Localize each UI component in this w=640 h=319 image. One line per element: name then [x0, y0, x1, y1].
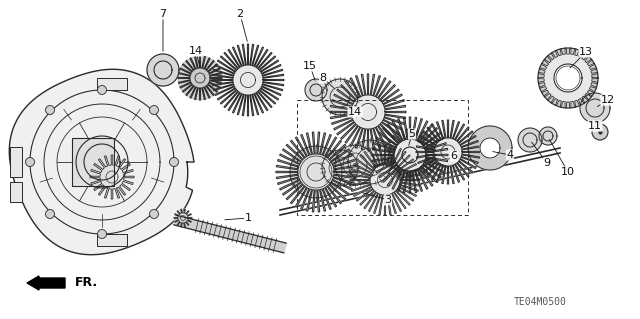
Polygon shape [518, 128, 542, 152]
Polygon shape [174, 215, 286, 253]
Polygon shape [178, 56, 222, 100]
Polygon shape [384, 129, 436, 181]
Text: TE04M0500: TE04M0500 [513, 297, 566, 307]
Polygon shape [348, 140, 392, 184]
Polygon shape [539, 127, 557, 145]
Polygon shape [322, 79, 358, 115]
Polygon shape [580, 93, 610, 123]
Text: 9: 9 [543, 158, 550, 168]
Text: 11: 11 [588, 121, 602, 131]
Text: 10: 10 [561, 167, 575, 177]
Circle shape [592, 124, 608, 140]
Text: 5: 5 [408, 129, 415, 139]
Bar [72, 138, 114, 186]
Polygon shape [335, 145, 375, 185]
Polygon shape [90, 155, 134, 199]
Polygon shape [290, 146, 342, 198]
Polygon shape [276, 132, 356, 212]
Text: 12: 12 [601, 95, 615, 105]
Polygon shape [10, 69, 194, 255]
Polygon shape [416, 120, 480, 184]
Polygon shape [305, 79, 327, 101]
Polygon shape [322, 150, 358, 186]
Polygon shape [538, 48, 598, 108]
Text: 15: 15 [303, 61, 317, 71]
Text: 13: 13 [579, 47, 593, 57]
Circle shape [97, 229, 106, 239]
Text: 3: 3 [385, 195, 392, 205]
Polygon shape [174, 209, 192, 227]
Bar [10, 182, 22, 202]
Polygon shape [147, 54, 179, 86]
Polygon shape [212, 44, 284, 116]
Polygon shape [372, 117, 448, 193]
Polygon shape [538, 48, 598, 108]
Bar [10, 147, 22, 177]
Circle shape [45, 106, 54, 115]
Bar [97, 234, 127, 246]
Polygon shape [350, 145, 420, 215]
Bar [97, 78, 127, 90]
Polygon shape [330, 74, 406, 150]
Text: 4: 4 [506, 150, 513, 160]
Circle shape [26, 158, 35, 167]
Circle shape [170, 158, 179, 167]
Polygon shape [554, 64, 582, 92]
Text: 7: 7 [159, 9, 166, 19]
Text: 8: 8 [319, 73, 326, 83]
Circle shape [45, 210, 54, 219]
Text: 1: 1 [244, 213, 252, 223]
Text: FR.: FR. [75, 277, 98, 290]
Text: 14: 14 [189, 46, 203, 56]
FancyArrow shape [27, 276, 65, 290]
Text: 2: 2 [236, 9, 244, 19]
Circle shape [97, 85, 106, 94]
Polygon shape [480, 138, 500, 158]
Circle shape [150, 106, 159, 115]
Text: 6: 6 [451, 151, 458, 161]
Polygon shape [178, 56, 222, 100]
Circle shape [150, 210, 159, 219]
Text: 14: 14 [348, 107, 362, 117]
Polygon shape [468, 126, 512, 170]
